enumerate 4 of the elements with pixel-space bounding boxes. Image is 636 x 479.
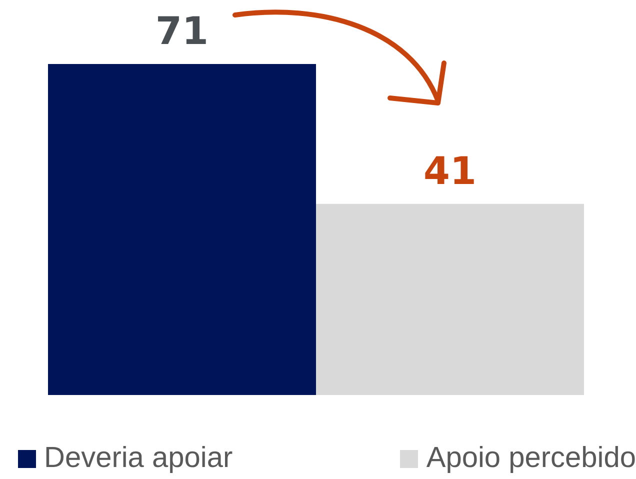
legend-label: Deveria apoiar	[44, 442, 233, 475]
data-label: 71	[156, 9, 208, 53]
legend-label: Apoio percebido	[426, 442, 636, 475]
data-label: 41	[424, 148, 476, 193]
